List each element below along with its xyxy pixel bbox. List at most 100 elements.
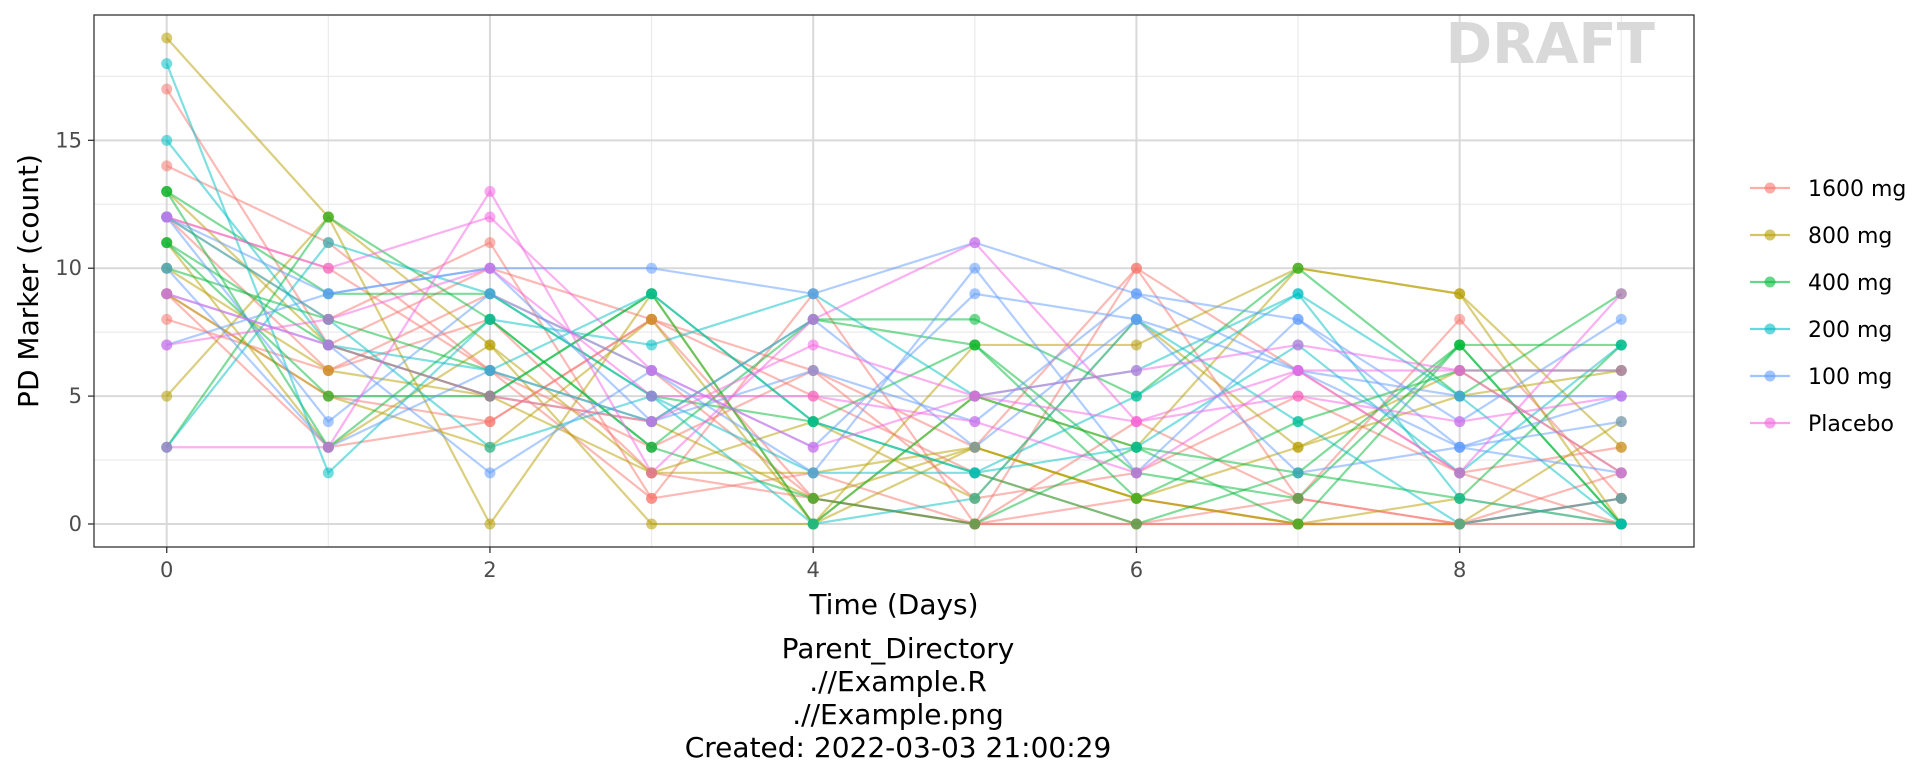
data-point-800-mg: [1615, 441, 1627, 453]
data-point-1600-mg: [1130, 262, 1142, 274]
data-point-100-mg: [807, 365, 819, 377]
data-point-800-mg: [484, 518, 496, 530]
data-point-1600-mg: [1454, 313, 1466, 325]
series-line-200-mg: [165, 63, 1622, 525]
data-point-200-mg: [161, 58, 173, 70]
data-point-100-mg: [969, 441, 981, 453]
data-point-400-mg: [969, 518, 981, 530]
data-point-100-mg: [1292, 467, 1304, 479]
data-point-placebo: [807, 313, 819, 325]
x-tick-label: 4: [807, 558, 820, 582]
data-point-200-mg: [1130, 441, 1142, 453]
data-point-placebo: [1130, 365, 1142, 377]
data-point-400-mg: [1292, 518, 1304, 530]
y-axis-title: PD Marker (count): [12, 154, 45, 408]
data-point-400-mg: [161, 237, 173, 249]
y-tick-label: 0: [69, 512, 82, 536]
data-point-400-mg: [1292, 262, 1304, 274]
data-point-placebo: [1292, 339, 1304, 351]
caption-line: .//Example.png: [792, 698, 1003, 731]
legend-label-100-mg: 100 mg: [1808, 365, 1892, 390]
data-point-placebo: [161, 288, 173, 300]
data-point-placebo: [969, 237, 981, 249]
data-point-placebo: [484, 211, 496, 223]
data-point-100-mg: [1292, 313, 1304, 325]
data-point-placebo: [484, 390, 496, 402]
data-point-placebo: [969, 416, 981, 428]
data-point-800-mg: [484, 339, 496, 351]
x-tick-label: 0: [160, 558, 173, 582]
data-point-placebo: [322, 339, 334, 351]
caption-line: Created: 2022-03-03 21:00:29: [685, 731, 1112, 764]
panel-border: [93, 14, 1695, 548]
data-point-400-mg: [322, 211, 334, 223]
legend-key-point-400-mg: [1764, 276, 1776, 288]
data-point-placebo: [484, 185, 496, 197]
data-point-100-mg: [161, 262, 173, 274]
data-point-100-mg: [484, 288, 496, 300]
data-point-200-mg: [1292, 416, 1304, 428]
series-line-placebo: [166, 215, 1622, 449]
series-line-100-mg: [165, 267, 1622, 474]
data-point-200-mg: [969, 492, 981, 504]
data-point-400-mg: [807, 492, 819, 504]
data-point-placebo: [807, 339, 819, 351]
data-point-800-mg: [161, 32, 173, 44]
legend-label-200-mg: 200 mg: [1808, 318, 1892, 343]
series-line-placebo: [166, 292, 1622, 423]
y-tick-label: 5: [69, 384, 82, 408]
data-point-placebo: [1615, 365, 1627, 377]
caption-line: Parent_Directory: [782, 632, 1015, 665]
data-point-200-mg: [969, 467, 981, 479]
data-point-400-mg: [646, 441, 658, 453]
data-point-200-mg: [161, 134, 173, 146]
data-point-1600-mg: [161, 160, 173, 172]
data-point-200-mg: [1615, 518, 1627, 530]
data-point-100-mg: [1454, 441, 1466, 453]
series-line-100-mg: [166, 216, 1622, 423]
data-point-800-mg: [646, 518, 658, 530]
data-point-placebo: [161, 211, 173, 223]
data-point-200-mg: [484, 441, 496, 453]
data-point-400-mg: [1130, 492, 1142, 504]
series-lines: [165, 37, 1623, 527]
data-point-1600-mg: [484, 237, 496, 249]
data-point-200-mg: [1130, 390, 1142, 402]
data-point-placebo: [1454, 467, 1466, 479]
data-point-200-mg: [1615, 339, 1627, 351]
x-tick-label: 2: [483, 558, 496, 582]
data-point-400-mg: [1292, 492, 1304, 504]
legend-label-1600-mg: 1600 mg: [1808, 177, 1906, 202]
data-point-200-mg: [1454, 518, 1466, 530]
legend-label-800-mg: 800 mg: [1808, 224, 1892, 249]
data-point-400-mg: [969, 339, 981, 351]
legend-label-placebo: Placebo: [1808, 412, 1894, 437]
data-point-1600-mg: [484, 416, 496, 428]
data-point-100-mg: [969, 288, 981, 300]
data-point-placebo: [807, 390, 819, 402]
caption: Parent_Directory.//Example.R.//Example.p…: [685, 632, 1112, 764]
data-point-placebo: [1454, 365, 1466, 377]
data-point-100-mg: [1615, 313, 1627, 325]
data-point-800-mg: [1454, 288, 1466, 300]
data-point-200-mg: [807, 416, 819, 428]
data-point-placebo: [1292, 365, 1304, 377]
data-point-placebo: [484, 262, 496, 274]
data-point-100-mg: [484, 365, 496, 377]
series-line-placebo: [166, 266, 1622, 475]
data-point-400-mg: [969, 313, 981, 325]
series-line-200-mg: [165, 241, 1622, 526]
y-tick-label: 10: [55, 256, 82, 280]
data-point-800-mg: [1130, 339, 1142, 351]
legend-key-point-100-mg: [1764, 370, 1776, 382]
x-axis: 0 2 4 6 8: [160, 547, 1466, 582]
series-line-placebo: [166, 189, 1623, 475]
data-point-100-mg: [1454, 390, 1466, 402]
data-point-placebo: [1454, 416, 1466, 428]
data-point-100-mg: [484, 467, 496, 479]
data-point-placebo: [322, 313, 334, 325]
data-point-placebo: [161, 339, 173, 351]
data-point-800-mg: [1292, 441, 1304, 453]
data-point-placebo: [646, 416, 658, 428]
